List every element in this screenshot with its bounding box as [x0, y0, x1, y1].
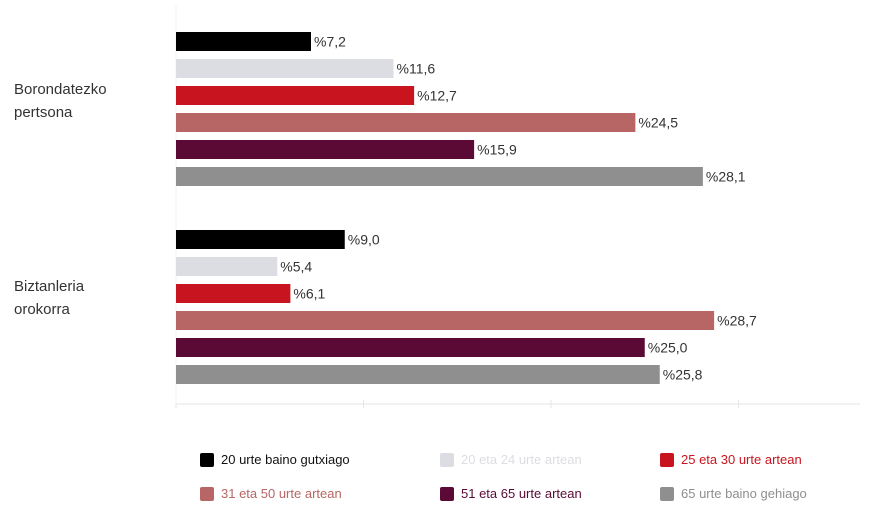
legend-swatch	[660, 486, 674, 501]
legend-label: 20 eta 24 urte artean	[461, 452, 582, 467]
category-label-borondatezko-pertsona: Borondatezko pertsona	[14, 78, 164, 124]
bar	[176, 59, 394, 78]
bar	[176, 113, 636, 132]
bar	[176, 284, 291, 303]
category-label-line: orokorra	[14, 301, 70, 318]
bar	[176, 167, 703, 186]
data-label: %7,2	[314, 34, 346, 50]
legend-item: 20 urte baino gutxiago	[200, 452, 350, 467]
bar	[176, 230, 345, 249]
legend-item: 25 eta 30 urte artean	[660, 452, 802, 467]
bar	[176, 311, 715, 330]
legend-item: 65 urte baino gehiago	[660, 486, 807, 501]
data-label: %28,7	[717, 313, 757, 329]
legend-label: 65 urte baino gehiago	[681, 486, 807, 501]
bar-chart: %7,2 %11,6 %12,7 %24,5 %15,9 %28,1 %9,0 %5,4 %6,…	[175, 5, 860, 408]
data-label: %28,1	[706, 169, 746, 185]
data-label: %15,9	[477, 142, 517, 158]
data-label: %11,6	[397, 61, 436, 77]
data-label: %5,4	[280, 259, 312, 275]
legend-label: 20 urte baino gutxiago	[221, 452, 350, 467]
data-label: %24,5	[638, 115, 678, 131]
legend-swatch	[200, 486, 214, 501]
category-label-line: pertsona	[14, 104, 73, 121]
legend-label: 31 eta 50 urte artean	[221, 486, 342, 501]
bar	[176, 86, 415, 105]
legend-item: 51 eta 65 urte artean	[440, 486, 582, 501]
category-label-biztanleria-orokorra: Biztanleria orokorra	[14, 275, 164, 321]
data-label: %9,0	[348, 232, 380, 248]
legend-item: 20 eta 24 urte artean	[440, 452, 582, 467]
bar	[176, 140, 475, 159]
category-label-line: Borondatezko	[14, 81, 107, 98]
legend-swatch	[660, 452, 674, 467]
bar	[176, 257, 278, 276]
data-label: %6,1	[293, 286, 325, 302]
bar	[176, 338, 645, 357]
data-label: %12,7	[417, 88, 457, 104]
data-label: %25,8	[663, 367, 703, 383]
data-label: %25,0	[648, 340, 688, 356]
legend-swatch	[200, 452, 214, 467]
legend-item: 31 eta 50 urte artean	[200, 486, 342, 501]
legend-label: 25 eta 30 urte artean	[681, 452, 802, 467]
bar	[176, 32, 311, 51]
legend-swatch	[440, 452, 454, 467]
legend-label: 51 eta 65 urte artean	[461, 486, 582, 501]
category-label-line: Biztanleria	[14, 278, 85, 295]
bar	[176, 365, 660, 384]
legend-swatch	[440, 486, 454, 501]
